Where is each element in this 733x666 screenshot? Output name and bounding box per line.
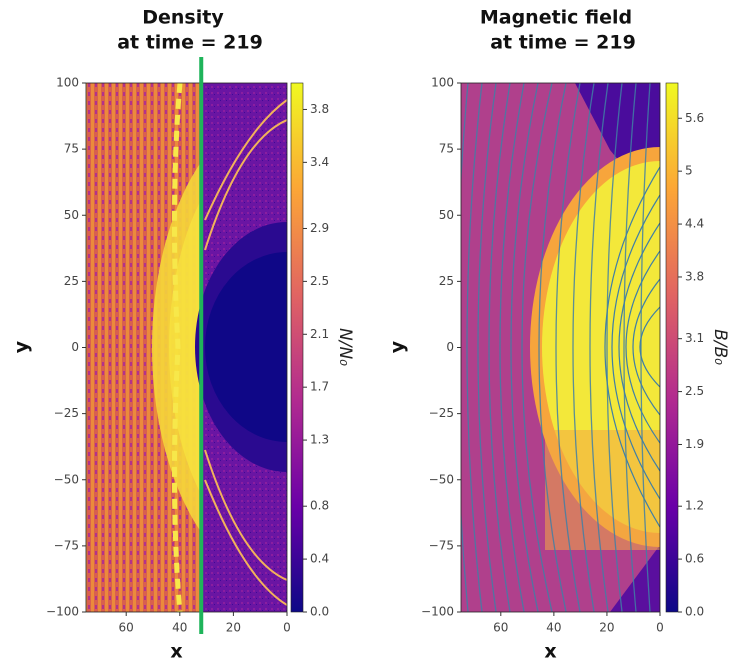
y-tick-label: 0 <box>71 340 79 354</box>
streamline <box>604 166 660 528</box>
y-tick-label: 25 <box>64 274 79 288</box>
colorbar-tick-label: 4.4 <box>685 217 704 231</box>
streamline <box>572 83 595 612</box>
colorbar-tick-label: 1.7 <box>310 380 329 394</box>
y-tick-label: 50 <box>64 208 79 222</box>
x-tick-label: 40 <box>546 621 561 635</box>
y-axis-label: y <box>11 340 33 353</box>
colorbar-tick-label: 3.1 <box>685 331 704 345</box>
streamline <box>611 194 660 500</box>
title: at time = 219 <box>117 32 263 54</box>
streamline <box>632 278 660 416</box>
y-tick-label: 100 <box>56 76 79 90</box>
x-axis-label: x <box>170 641 182 663</box>
colorbar-tick-label: 2.9 <box>310 221 329 235</box>
streamline <box>625 250 660 444</box>
x-tick-label: 20 <box>226 621 241 635</box>
streamline <box>618 222 660 472</box>
streamline <box>623 83 637 612</box>
colorbar-label: N/N₀ <box>335 328 355 366</box>
density-image <box>86 83 287 612</box>
x-tick-label: 60 <box>119 621 134 635</box>
y-tick-label: −25 <box>54 406 79 420</box>
y-tick-label: −50 <box>429 472 454 486</box>
title: at time = 219 <box>490 32 636 54</box>
streamline <box>606 83 623 612</box>
title: Density <box>142 7 224 29</box>
colorbar-tick-label: 5 <box>685 164 693 178</box>
streamline <box>538 83 567 612</box>
streamline <box>521 83 553 612</box>
colorbar-tick-label: 2.5 <box>685 384 704 398</box>
colorbar-tick-label: 1.3 <box>310 433 329 447</box>
y-tick-label: 75 <box>439 142 454 156</box>
y-axis-label: y <box>387 340 409 353</box>
colorbar-tick-label: 0.0 <box>310 605 329 619</box>
colorbar <box>665 82 679 613</box>
colorbar-tick-label: 3.8 <box>310 102 329 116</box>
x-tick-label: 0 <box>656 621 664 635</box>
colorbar-tick-label: 3.8 <box>685 269 704 283</box>
streamline <box>555 83 581 612</box>
colorbar-tick-label: 0.6 <box>685 552 704 566</box>
streamline <box>466 83 483 612</box>
y-tick-label: −50 <box>54 472 79 486</box>
y-tick-label: −100 <box>46 605 79 619</box>
colorbar-tick-label: 0.8 <box>310 499 329 513</box>
colorbar-tick-label: 5.6 <box>685 111 704 125</box>
colorbar-label: B/B₀ <box>710 329 730 365</box>
y-tick-label: −75 <box>429 538 454 552</box>
streamline <box>589 83 609 612</box>
colorbar-tick-label: 1.2 <box>685 499 704 513</box>
streamline <box>639 306 660 388</box>
y-tick-label: −75 <box>54 538 79 552</box>
x-tick-label: 0 <box>283 621 291 635</box>
y-tick-label: 0 <box>446 340 454 354</box>
x-tick-label: 20 <box>599 621 614 635</box>
y-tick-label: 25 <box>439 274 454 288</box>
y-tick-label: 75 <box>64 142 79 156</box>
colorbar <box>290 82 304 613</box>
x-tick-label: 60 <box>493 621 508 635</box>
colorbar-tick-label: 2.1 <box>310 327 329 341</box>
streamline <box>510 83 539 612</box>
streamline <box>488 83 511 612</box>
x-axis-label: x <box>544 641 556 663</box>
streamline <box>499 83 525 612</box>
colorbar-tick-label: 1.9 <box>685 437 704 451</box>
colorbar-tick-label: 0.4 <box>310 552 329 566</box>
streamline <box>640 83 651 612</box>
y-tick-label: −25 <box>429 406 454 420</box>
y-tick-label: −100 <box>421 605 454 619</box>
field-image <box>461 83 660 612</box>
y-tick-label: 100 <box>431 76 454 90</box>
colorbar-tick-label: 0.0 <box>685 605 704 619</box>
streamline <box>461 83 469 612</box>
y-tick-label: 50 <box>439 208 454 222</box>
streamline <box>477 83 497 612</box>
x-tick-label: 40 <box>172 621 187 635</box>
colorbar-tick-label: 3.4 <box>310 155 329 169</box>
title: Magnetic field <box>480 7 632 29</box>
colorbar-tick-label: 2.5 <box>310 274 329 288</box>
